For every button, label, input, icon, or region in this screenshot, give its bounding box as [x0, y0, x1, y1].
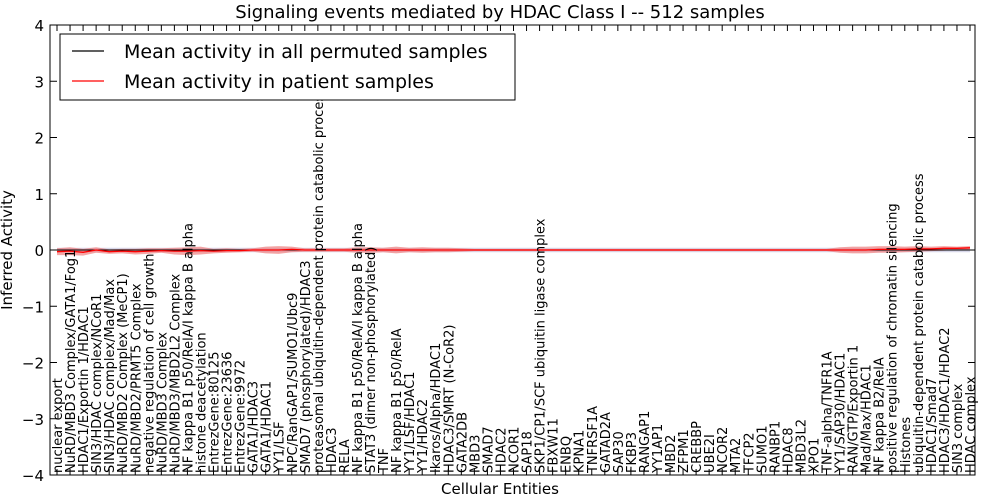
x-tick-label: XPO1 — [808, 438, 823, 473]
x-tick-label: NuRD/MBD3 Complex/GATA1/Fog1 — [64, 250, 79, 473]
x-tick-label: ENBQ — [560, 436, 575, 473]
x-tick-label: MBD2 — [664, 435, 679, 473]
x-tick-label: HDAC3 — [325, 427, 340, 473]
x-tick-label: YY1/LSF — [273, 421, 288, 474]
x-tick-label: MBD3L2 — [794, 419, 809, 473]
x-tick-label: negative regulation of cell growth — [142, 253, 157, 473]
patient-band — [57, 246, 970, 256]
x-tick-label: NPC/RanGAP1/SUMO1/Ubc9 — [286, 293, 301, 473]
x-tick-label: MTA2 — [729, 438, 744, 473]
x-tick-label: SAP30 — [612, 431, 627, 473]
y-tick-label: −2 — [22, 355, 44, 373]
y-axis-ticks: −4 −3 −2 −1 0 1 2 3 4 — [22, 17, 975, 485]
x-tick-label: HDAC complex — [964, 376, 979, 473]
x-tick-label: YY1AP1 — [651, 424, 666, 474]
x-tick-label: SMAD7 — [481, 426, 496, 473]
x-tick-label: NuRD/MBD3/MBD2L2 Complex — [168, 273, 183, 473]
x-tick-label: histone deacetylation — [195, 332, 210, 473]
x-tick-label: GATA1/HDAC3 — [247, 381, 262, 473]
y-tick-label: 1 — [34, 186, 44, 204]
x-tick-label: GATA1/HDAC1 — [260, 381, 275, 473]
x-tick-label: TNF-alpha/TNFR1A — [821, 351, 836, 474]
x-tick-label: positive regulation of chromatin silenci… — [886, 203, 901, 473]
y-axis-label: Inferred Activity — [0, 190, 16, 310]
x-tick-label: SKP1/CP1/SCF ubiquitin ligase complex — [534, 218, 549, 473]
x-tick-label: proteasomal ubiquitin-dependent protein … — [312, 88, 327, 473]
series-lines — [56, 247, 971, 253]
y-tick-label: −1 — [22, 298, 44, 316]
x-tick-label: GATA2DB — [455, 412, 470, 473]
x-tick-label: HDAC3/SMRT (N-CoR2) — [442, 325, 457, 473]
x-tick-label: MBD3 — [468, 435, 483, 473]
x-tick-label: RAN/GTP/Exportin 1 — [847, 345, 862, 473]
x-tick-label: NCOR1 — [508, 427, 523, 473]
x-tick-label: KPNA1 — [573, 430, 588, 473]
x-tick-label: UBE2I — [703, 434, 718, 473]
x-tick-label: SAP18 — [521, 431, 536, 473]
x-tick-label: SUMO1 — [755, 425, 770, 473]
x-tick-label: nuclear export — [51, 378, 66, 473]
x-axis-label: Cellular Entities — [441, 480, 559, 498]
y-tick-label: 2 — [34, 130, 44, 148]
x-tick-label: ZFPM1 — [677, 429, 692, 473]
x-tick-label: EntrezGene:23636 — [221, 352, 236, 473]
x-tick-label: GATAD2A — [599, 412, 614, 473]
x-tick-label: SIN3/HDAC complex/Mad/Max — [103, 279, 118, 473]
x-tick-label: FBXW11 — [547, 418, 562, 473]
x-tick-label: NF kappa B1 p50/RelA — [390, 328, 405, 473]
x-tick-label: NuRD/MBD2/PRMT5 Complex — [129, 283, 144, 473]
x-tick-label: STAT3 (dimer non-phosphorylated) — [364, 247, 379, 473]
y-tick-label: 0 — [34, 242, 44, 260]
x-tick-label: YY1/LSF/HDAC1 — [403, 372, 418, 474]
x-tick-label: NF kappa B2/RelA — [873, 357, 888, 473]
x-tick-label: HDAC3/HDAC1/HDAC2 — [938, 328, 953, 473]
y-tick-label: −4 — [22, 467, 44, 485]
x-tick-label: SMAD7 (phosphorylated)/HDAC3 — [299, 260, 314, 473]
x-tick-label: YY1/SAP30/HDAC1 — [834, 353, 849, 474]
x-tick-label: RANBP1 — [768, 421, 783, 473]
legend-box — [59, 33, 516, 101]
x-tick-label: NF kappa B1 p50/RelA/I kappa B alpha — [181, 223, 196, 473]
x-tick-label: SIN3 complex — [951, 383, 966, 473]
x-tick-label: TNF — [377, 448, 392, 474]
y-tick-label: −3 — [22, 411, 44, 429]
x-tick-label: YY1/HDAC2 — [416, 399, 431, 474]
x-tick-label: HDAC8 — [781, 427, 796, 473]
x-tick-label: Mad/Max/HDAC1 — [860, 364, 875, 473]
x-tick-label: EntrezGene:80125 — [208, 352, 223, 473]
x-tick-label: Histones — [899, 417, 914, 473]
x-tick-label: RANGAP1 — [638, 411, 653, 473]
y-tick-label: 4 — [34, 17, 44, 35]
x-tick-label: NCOR2 — [716, 427, 731, 473]
x-tick-label: RELA — [338, 439, 353, 473]
x-tick-label: ubiquitin-dependent protein catabolic pr… — [912, 173, 927, 473]
x-tick-label: HDAC1/Exportin 1/HDAC1 — [77, 306, 92, 473]
legend-label-patient: Mean activity in patient samples — [124, 71, 434, 93]
x-tick-label: FKBP3 — [625, 432, 640, 473]
y-tick-label: 3 — [34, 73, 44, 91]
legend-label-permuted: Mean activity in all permuted samples — [124, 41, 487, 63]
x-tick-label: TFCP2 — [742, 432, 757, 474]
x-tick-label: Ikaros/Alpha/HDAC1 — [429, 343, 444, 473]
x-tick-label: SIN3/HDAC complex/NCoR1 — [90, 294, 105, 473]
x-tick-label: TNFRSF1A — [586, 406, 601, 474]
x-tick-label: CREBBP — [690, 421, 705, 473]
x-tick-label: NuRD/MBD3 Complex — [155, 332, 170, 473]
x-tick-label: NF kappa B1 p50/RelA/I kappa B alpha — [351, 223, 366, 473]
x-tick-label: HDAC1/Smad7 — [925, 378, 940, 473]
x-tick-label: HDAC2 — [495, 427, 510, 473]
plot-area-frame — [49, 24, 976, 476]
x-tick-label: NuRD/MBD2 Complex (MeCP1) — [116, 273, 131, 473]
patient-mean-line — [56, 247, 971, 253]
x-tick-label: EntrezGene:9972 — [234, 360, 249, 473]
legend: Mean activity in all permuted samples Me… — [59, 33, 516, 101]
chart-title: Signaling events mediated by HDAC Class … — [235, 2, 764, 23]
